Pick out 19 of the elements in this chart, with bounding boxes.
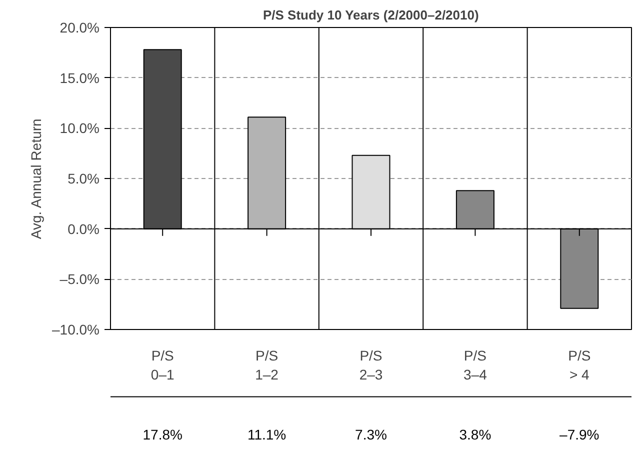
y-axis-title: Avg. Annual Return [28,118,44,240]
y-tick-label: 5.0% [68,170,100,186]
x-tick-label: P/S > 4 [568,348,591,383]
data-label: 3.8% [459,426,492,442]
y-tick-label: 20.0% [60,20,100,36]
y-tick-label: –5.0% [60,271,100,288]
y-tick-label: 10.0% [60,120,100,136]
x-tick-label: P/S 0–1 [150,348,174,383]
data-label: 11.1% [247,426,286,442]
x-tick-label: P/S 3–4 [464,348,488,383]
data-label: 17.8% [142,426,182,442]
data-label: –7.9% [560,426,600,442]
x-tick-label: P/S 1–2 [255,348,279,383]
chart-title: P/S Study 10 Years (2/2000–2/2010) [262,8,479,22]
y-tick-label: –10.0% [52,322,100,338]
x-tick-label: P/S 2–3 [359,348,383,383]
y-tick-label: 15.0% [60,70,100,86]
data-label: 7.3% [355,426,387,442]
y-tick-label: 0.0% [68,220,100,237]
